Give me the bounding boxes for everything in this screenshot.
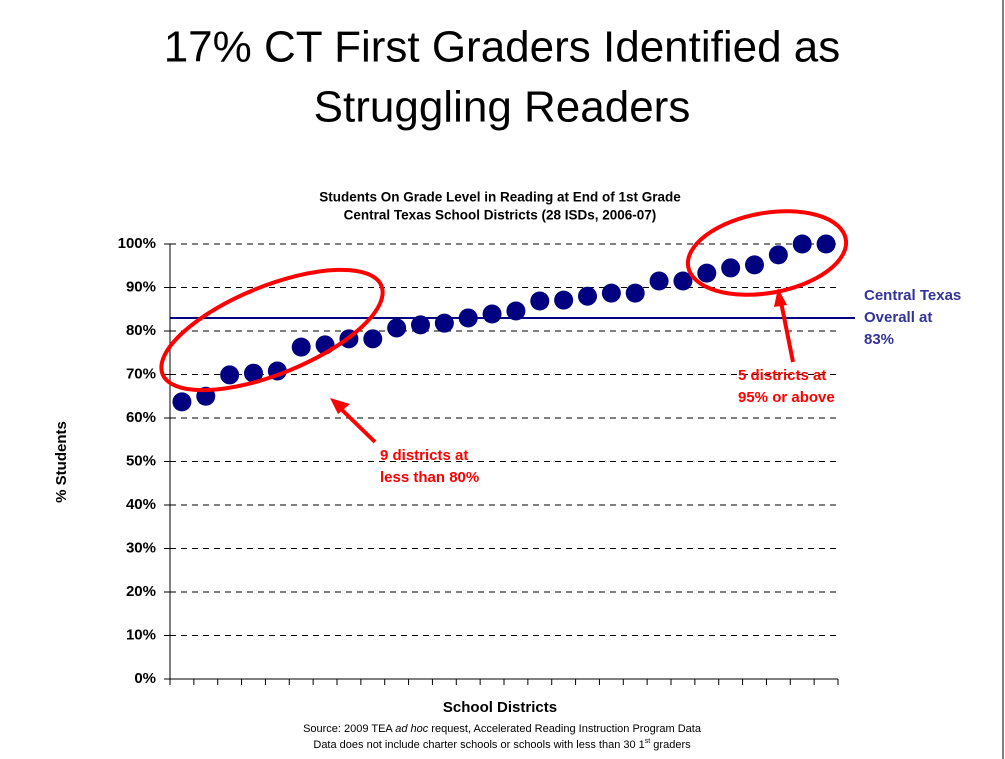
point [411,315,430,335]
point [220,365,240,385]
point [816,234,836,254]
point [482,304,502,324]
point [506,301,526,321]
note-part: graders [650,739,691,751]
point [745,255,764,275]
point [554,290,574,310]
chart-subtitle: Central Texas School Districts (28 ISDs,… [344,208,657,223]
highlight-ellipse [159,267,385,393]
note-part: st [645,738,651,745]
arrow-head [330,398,350,414]
y-tick-label: 20% [126,583,156,600]
point [649,271,669,291]
arrow [338,406,377,444]
y-tick-label: 40% [126,496,156,513]
y-tick-label: 0% [134,670,156,687]
plot: 0% 10% 20% 30% 40% 50% 60% 70% 80% 90% 100% Central… [118,234,961,687]
source-part: Source: 2009 TEA [303,723,395,735]
chart-subtitle: Students On Grade Level in Reading at En… [319,190,681,205]
note: Data does not include charter schools or… [313,738,691,751]
y-tick-label: 80% [126,322,156,339]
x-axis-label: School Districts [443,699,557,716]
point [244,363,263,383]
point [387,318,407,338]
point [625,283,645,303]
highlights [159,209,849,444]
point [458,308,478,328]
source-part: request, Accelerated Reading Instruction… [428,723,702,735]
y-tick-label: 30% [126,539,156,556]
reference-label: Central Texas [864,287,961,304]
y-tick-label: 100% [118,235,156,252]
y-tick-label: 70% [126,365,156,382]
point [291,337,311,357]
y-tick-label: 90% [126,278,156,295]
y-tick-label: 60% [126,409,156,426]
point [601,283,621,303]
reference-label: 83% [864,331,894,348]
slide-title: 17% CT First Graders Identified as [164,23,841,72]
point [434,313,454,333]
point [673,271,693,291]
y-tick-label: 50% [126,452,156,469]
note-part: Data does not include charter schools or… [313,739,644,751]
point [792,234,812,254]
arrow-head [774,288,787,307]
point [530,291,550,311]
point [363,329,383,349]
point [768,245,788,265]
point [578,286,597,306]
annotation: less than 80% [380,469,479,486]
point [721,258,741,278]
source-part: ad hoc [395,723,429,735]
highlight-ellipse [685,209,849,297]
point [172,392,192,412]
arrow [779,301,795,363]
y-tick-label: 10% [126,626,156,643]
y-axis-label: % Students [53,421,70,503]
slide-title: Struggling Readers [314,83,691,132]
annotation: 5 districts at [738,367,826,384]
annotation: 9 districts at [380,447,468,464]
reference-label: Overall at [864,309,932,326]
annotation: 95% or above [738,389,835,406]
point [697,263,717,283]
source: Source: 2009 TEA ad hoc request, Acceler… [303,723,702,735]
